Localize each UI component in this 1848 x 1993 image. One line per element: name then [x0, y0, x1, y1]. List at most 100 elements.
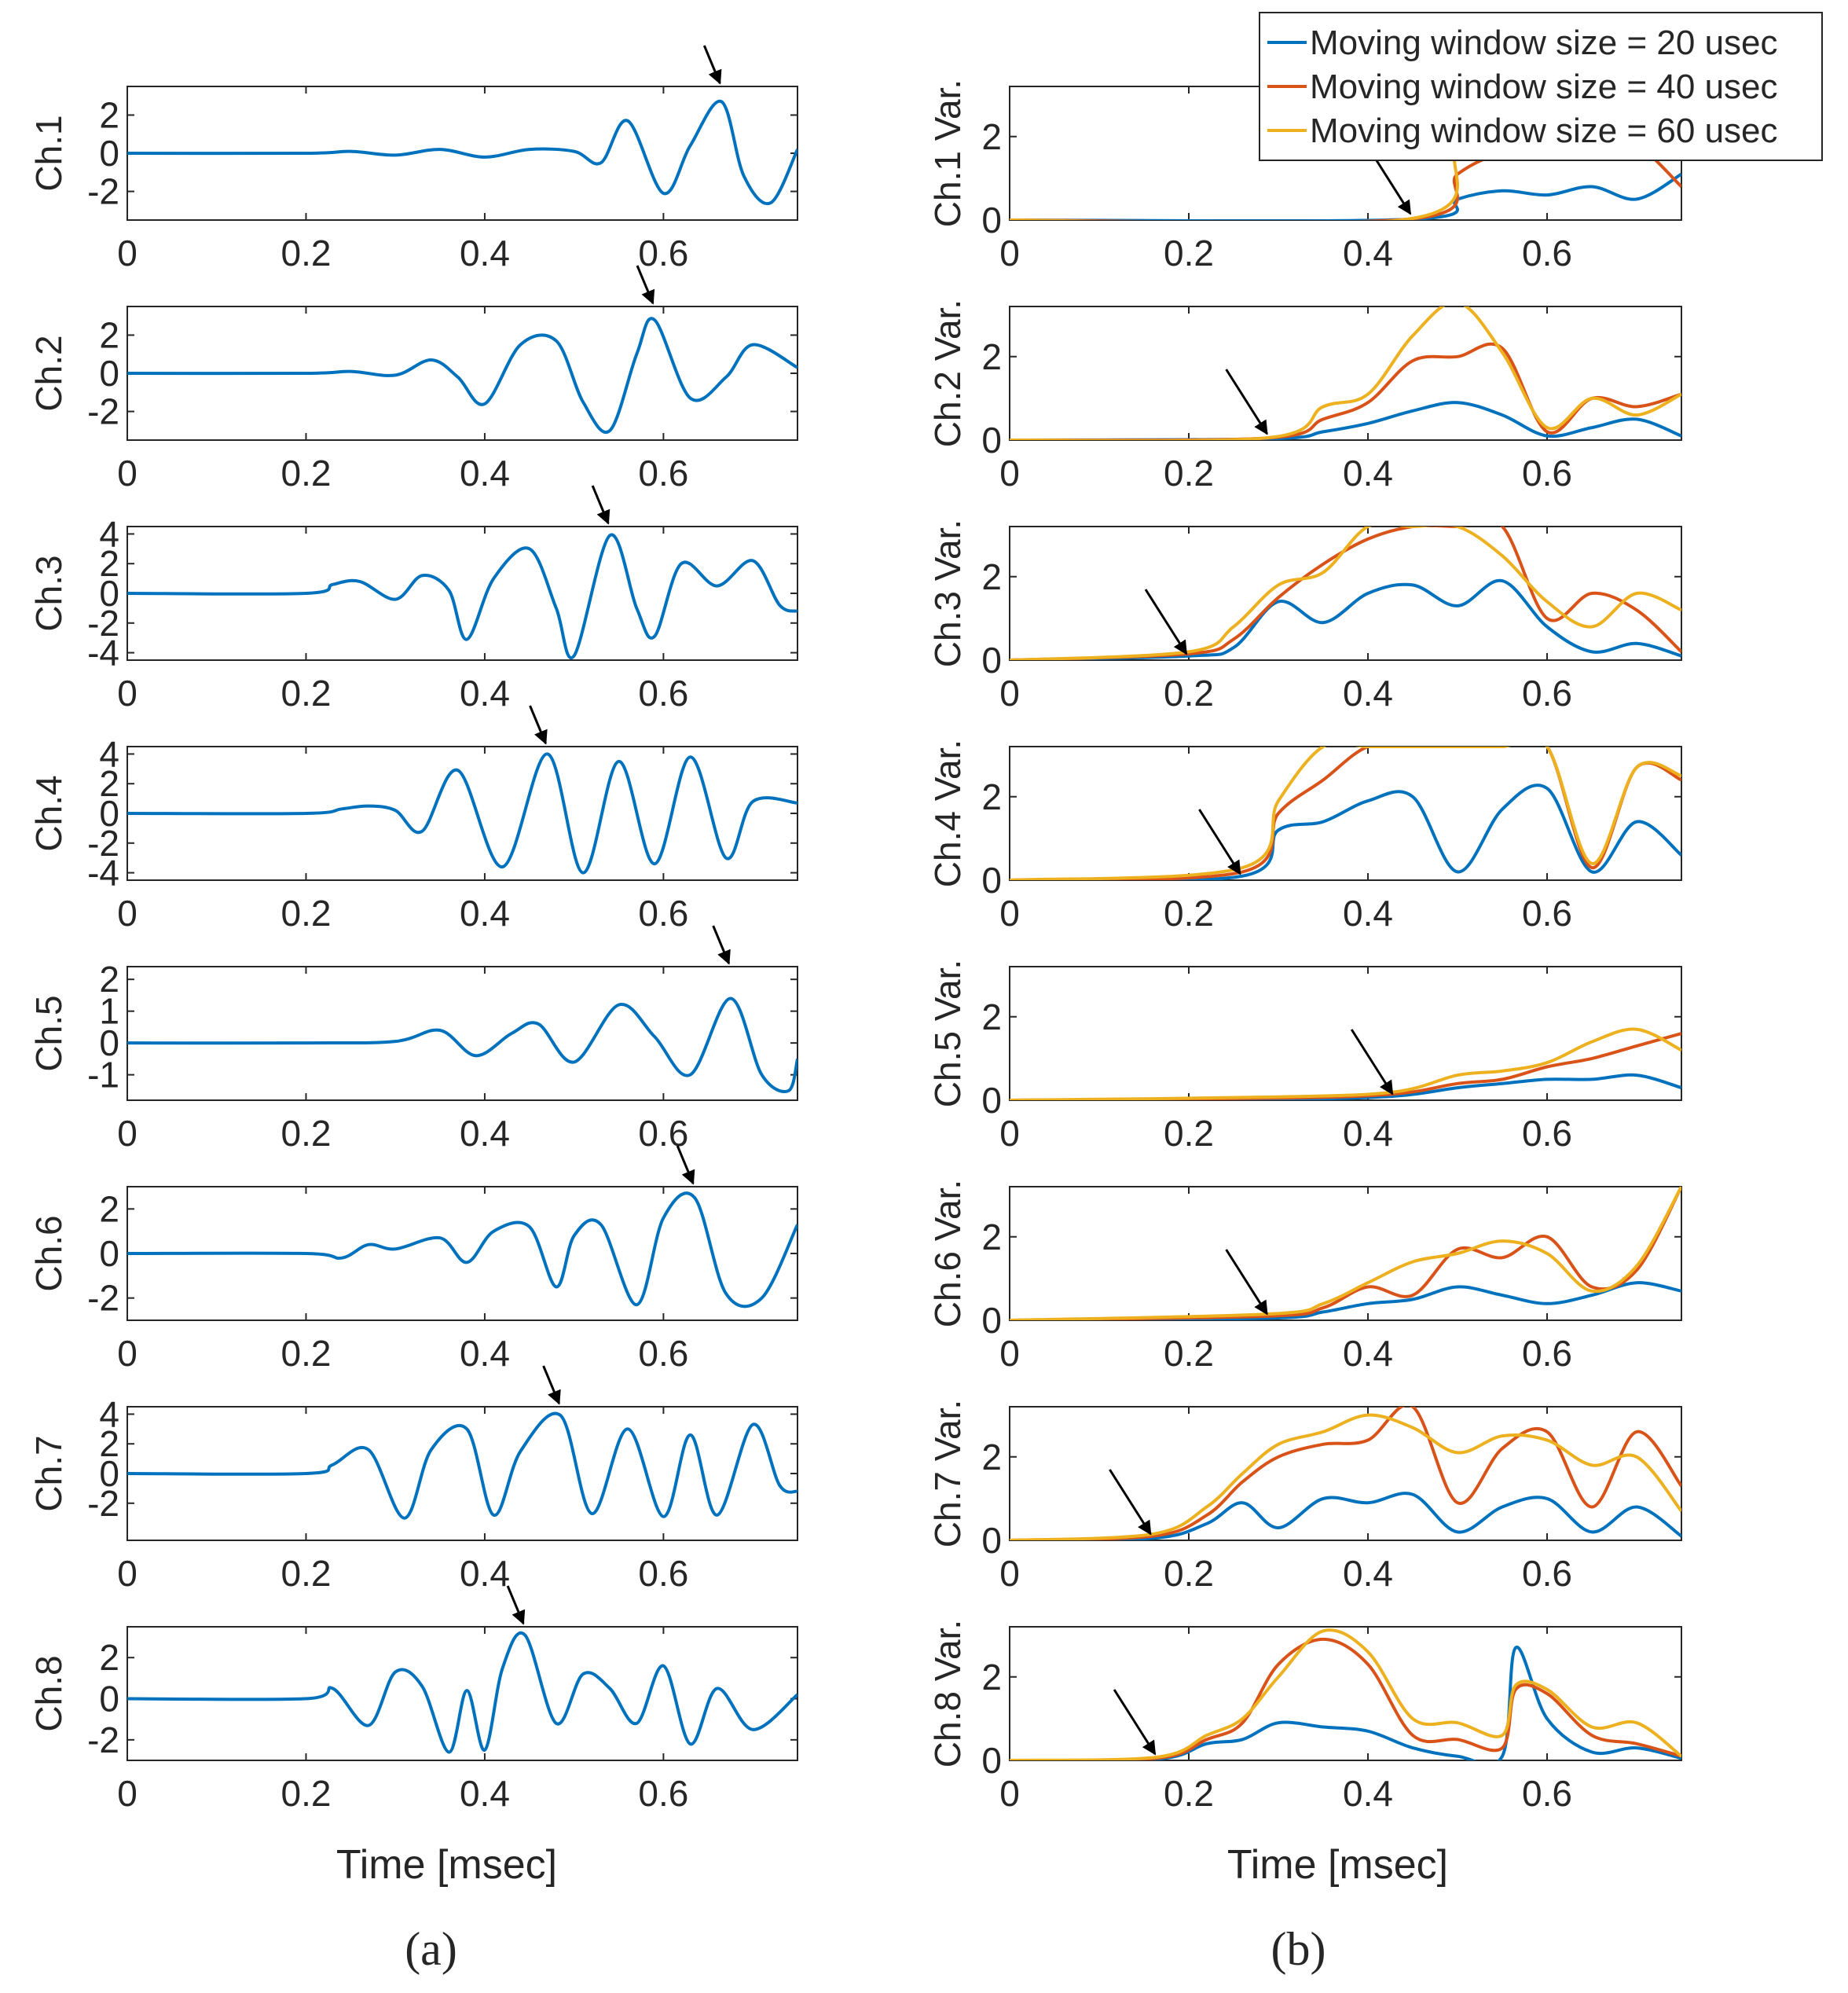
y-tick-label: -2 — [87, 1278, 119, 1319]
y-tick-label: 2 — [981, 1217, 1002, 1257]
series-line — [1010, 747, 1681, 880]
series-group — [1010, 1407, 1681, 1540]
panel-label: (a) — [405, 1923, 457, 1975]
y-axis-label: Ch.8 Var. — [927, 1620, 968, 1767]
y-tick-label: 2 — [99, 1637, 119, 1678]
y-tick-label: 2 — [99, 543, 119, 584]
x-tick-label: 0 — [999, 673, 1020, 714]
legend-label: Moving window size = 40 usec — [1310, 68, 1778, 106]
y-axis-label: Ch.3 Var. — [927, 519, 968, 667]
series-group — [127, 1411, 798, 1520]
x-tick-label: 0.2 — [280, 893, 331, 934]
y-tick-label: 2 — [981, 996, 1002, 1037]
subplot-a-ch6: 0 0.2 0.4 0.620-2Ch.6 — [28, 1145, 798, 1374]
y-axis-label: Ch.7 Var. — [927, 1400, 968, 1547]
subplot-b-ch8: 0 0.2 0.4 0.6 2 0 Ch.8 Var. — [927, 1620, 1682, 1814]
x-tick-label: 0.2 — [280, 1553, 331, 1594]
y-axis-label: Ch.8 — [28, 1655, 69, 1731]
series-group — [127, 317, 798, 434]
y-tick-label: 2 — [99, 314, 119, 355]
y-tick-label: 0 — [981, 200, 1002, 240]
x-tick-label: 0.2 — [280, 673, 331, 714]
series-line — [1010, 1407, 1681, 1540]
onset-arrow — [1225, 369, 1268, 435]
y-tick-label: 4 — [99, 513, 119, 554]
y-axis-label: Ch.4 Var. — [927, 740, 968, 887]
x-tick-label: 0.2 — [280, 453, 331, 494]
subplot-b-ch5: 0 0.2 0.4 0.6 2 0 Ch.5 Var. — [927, 960, 1682, 1154]
y-axis-label: Ch.4 — [28, 775, 69, 851]
x-tick-label: 0.2 — [1164, 453, 1214, 494]
x-tick-label: 0.4 — [460, 893, 510, 934]
onset-arrow — [1144, 589, 1188, 655]
x-tick-label: 0.4 — [1343, 673, 1393, 714]
series-line — [1010, 747, 1681, 880]
x-tick-label: 0.2 — [280, 233, 331, 273]
onset-arrow — [506, 1585, 526, 1625]
series-line — [1010, 1628, 1681, 1760]
y-tick-label: 0 — [981, 640, 1002, 681]
y-tick-label: 0 — [99, 1679, 119, 1720]
legend-item: Moving window size = 60 usec — [1267, 112, 1778, 150]
x-tick-label: 0 — [999, 1773, 1020, 1814]
series-line — [1010, 1637, 1681, 1760]
y-tick-label: 2 — [99, 763, 119, 804]
series-line — [1010, 527, 1681, 660]
x-tick-label: 0.2 — [1164, 893, 1214, 934]
x-tick-label: 0.2 — [280, 1773, 331, 1814]
series-group — [127, 99, 798, 206]
series-line — [1010, 1492, 1681, 1540]
y-tick-label: 2 — [99, 94, 119, 135]
series-group — [1010, 1628, 1681, 1760]
series-line — [1010, 784, 1681, 880]
y-axis-label: Ch.1 Var. — [927, 79, 968, 227]
y-tick-label: 4 — [99, 1393, 119, 1434]
series-group — [127, 1631, 798, 1754]
subplot-a-ch8: 0 0.2 0.4 0.620-2Ch.8 — [28, 1585, 798, 1814]
x-tick-label: 0.6 — [1522, 1773, 1572, 1814]
x-axis-label: Time [msec] — [1227, 1842, 1448, 1888]
x-tick-label: 0.6 — [638, 453, 688, 494]
x-tick-label: 0.2 — [280, 1113, 331, 1154]
x-tick-label: 0.4 — [1343, 1333, 1393, 1374]
series-line — [127, 752, 798, 875]
y-tick-label: -2 — [87, 603, 119, 644]
series-group — [127, 996, 798, 1093]
x-tick-label: 0.6 — [638, 893, 688, 934]
plot-area — [1009, 306, 1682, 441]
y-tick-label: 0 — [99, 353, 119, 394]
subplot-b-ch3: 0 0.2 0.4 0.6 2 0 Ch.3 Var. — [927, 519, 1682, 714]
x-tick-label: 0.2 — [1164, 233, 1214, 273]
y-axis-label: Ch.2 Var. — [927, 299, 968, 447]
y-tick-label: 2 — [99, 959, 119, 1000]
y-tick-label: 0 — [981, 1740, 1002, 1781]
x-tick-label: 0.4 — [1343, 1773, 1393, 1814]
y-tick-label: 2 — [981, 336, 1002, 377]
subplot-b-ch7: 0 0.2 0.4 0.6 2 0 Ch.7 Var. — [927, 1400, 1682, 1594]
x-tick-label: 0.4 — [460, 1333, 510, 1374]
plot-area — [1009, 1186, 1682, 1321]
y-axis-label: Ch.6 Var. — [927, 1180, 968, 1327]
onset-arrow — [1198, 809, 1241, 875]
onset-arrow — [702, 45, 722, 85]
x-tick-label: 0 — [999, 1113, 1020, 1154]
series-line — [127, 317, 798, 434]
x-tick-label: 0.6 — [638, 673, 688, 714]
series-group — [1010, 1027, 1681, 1100]
x-tick-label: 0.2 — [1164, 1773, 1214, 1814]
x-tick-label: 0.4 — [460, 233, 510, 273]
onset-arrow — [1350, 1029, 1394, 1096]
series-line — [127, 1411, 798, 1520]
onset-arrow — [542, 1365, 561, 1405]
x-tick-label: 0.6 — [1522, 1113, 1572, 1154]
x-tick-label: 0.4 — [460, 1113, 510, 1154]
x-tick-label: 0.4 — [460, 1773, 510, 1814]
y-tick-label: 2 — [981, 116, 1002, 157]
panel-a: 0 0.2 0.4 0.620-2Ch.10 0.2 0.4 0.620-2Ch.20 0.2… — [28, 45, 798, 1975]
series-line — [1010, 306, 1681, 440]
y-tick-label: 0 — [99, 573, 119, 614]
subplot-a-ch2: 0 0.2 0.4 0.620-2Ch.2 — [28, 265, 798, 494]
